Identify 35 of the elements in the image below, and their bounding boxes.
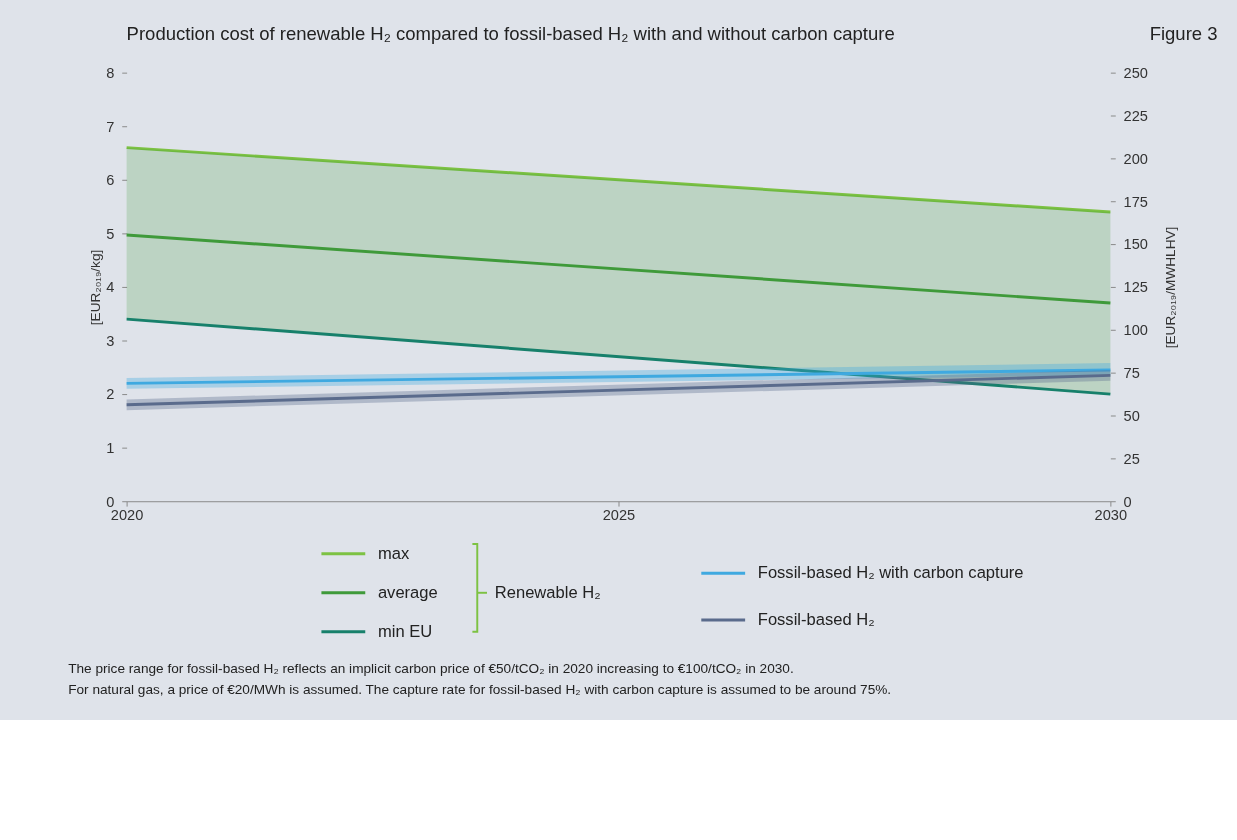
y-tick-label: 5 <box>106 225 115 242</box>
y2-tick-label: 175 <box>1123 193 1148 210</box>
legend-title: Renewable H₂ <box>494 582 601 602</box>
y-tick-label: 6 <box>106 172 115 189</box>
y2-tick-label: 100 <box>1123 322 1148 339</box>
x-tick-label: 2020 <box>110 507 144 524</box>
caption: Figure 3 <box>1149 22 1218 44</box>
x-tick-label: 2030 <box>1094 507 1128 524</box>
y-tick-label: 0 <box>106 493 115 510</box>
legend-label: Fossil-based H₂ <box>757 609 875 629</box>
y2-tick-label: 250 <box>1123 65 1148 82</box>
y2-tick-label: 200 <box>1123 150 1148 167</box>
y-tick-label: 2 <box>106 386 115 403</box>
x-tick-label: 2025 <box>602 507 636 524</box>
y-tick-label: 1 <box>106 440 115 457</box>
y2-tick-label: 50 <box>1123 407 1140 424</box>
y2-tick-label: 150 <box>1123 236 1148 253</box>
y-tick-label: 3 <box>106 332 115 349</box>
y-tick-label: 4 <box>106 279 115 296</box>
legend-label: max <box>377 543 410 563</box>
y-axis-title: [EUR₂₀₁₉/kg] <box>87 249 103 326</box>
chart-title: Production cost of renewable H₂ compared to fossil-based H₂ with and without carbon capture <box>126 22 895 44</box>
y-tick-label: 7 <box>106 118 115 135</box>
y2-tick-label: 125 <box>1123 279 1148 296</box>
y2-axis-title: [EUR₂₀₁₉/MWHLHV] <box>1163 226 1179 349</box>
text: The price range for fossil-based H₂ reflects an implicit carbon price of €50/tCO₂ in 2020 increasing to €100/tCO₂ in 2030. <box>68 660 794 676</box>
y-tick-label: 8 <box>106 65 115 82</box>
y2-tick-label: 25 <box>1123 450 1140 467</box>
legend-label: average <box>377 582 438 602</box>
legend-label: Fossil-based H₂ with carbon capture <box>757 563 1024 583</box>
legend-label: min EU <box>377 621 433 641</box>
text: For natural gas, a price of €20/MWh is assumed. The capture rate for fossil-based H₂ with carbon capture is assumed to be around 75%. <box>68 682 892 698</box>
y2-tick-label: 225 <box>1123 107 1148 124</box>
y2-tick-label: 0 <box>1123 493 1132 510</box>
y2-tick-label: 75 <box>1123 365 1140 382</box>
